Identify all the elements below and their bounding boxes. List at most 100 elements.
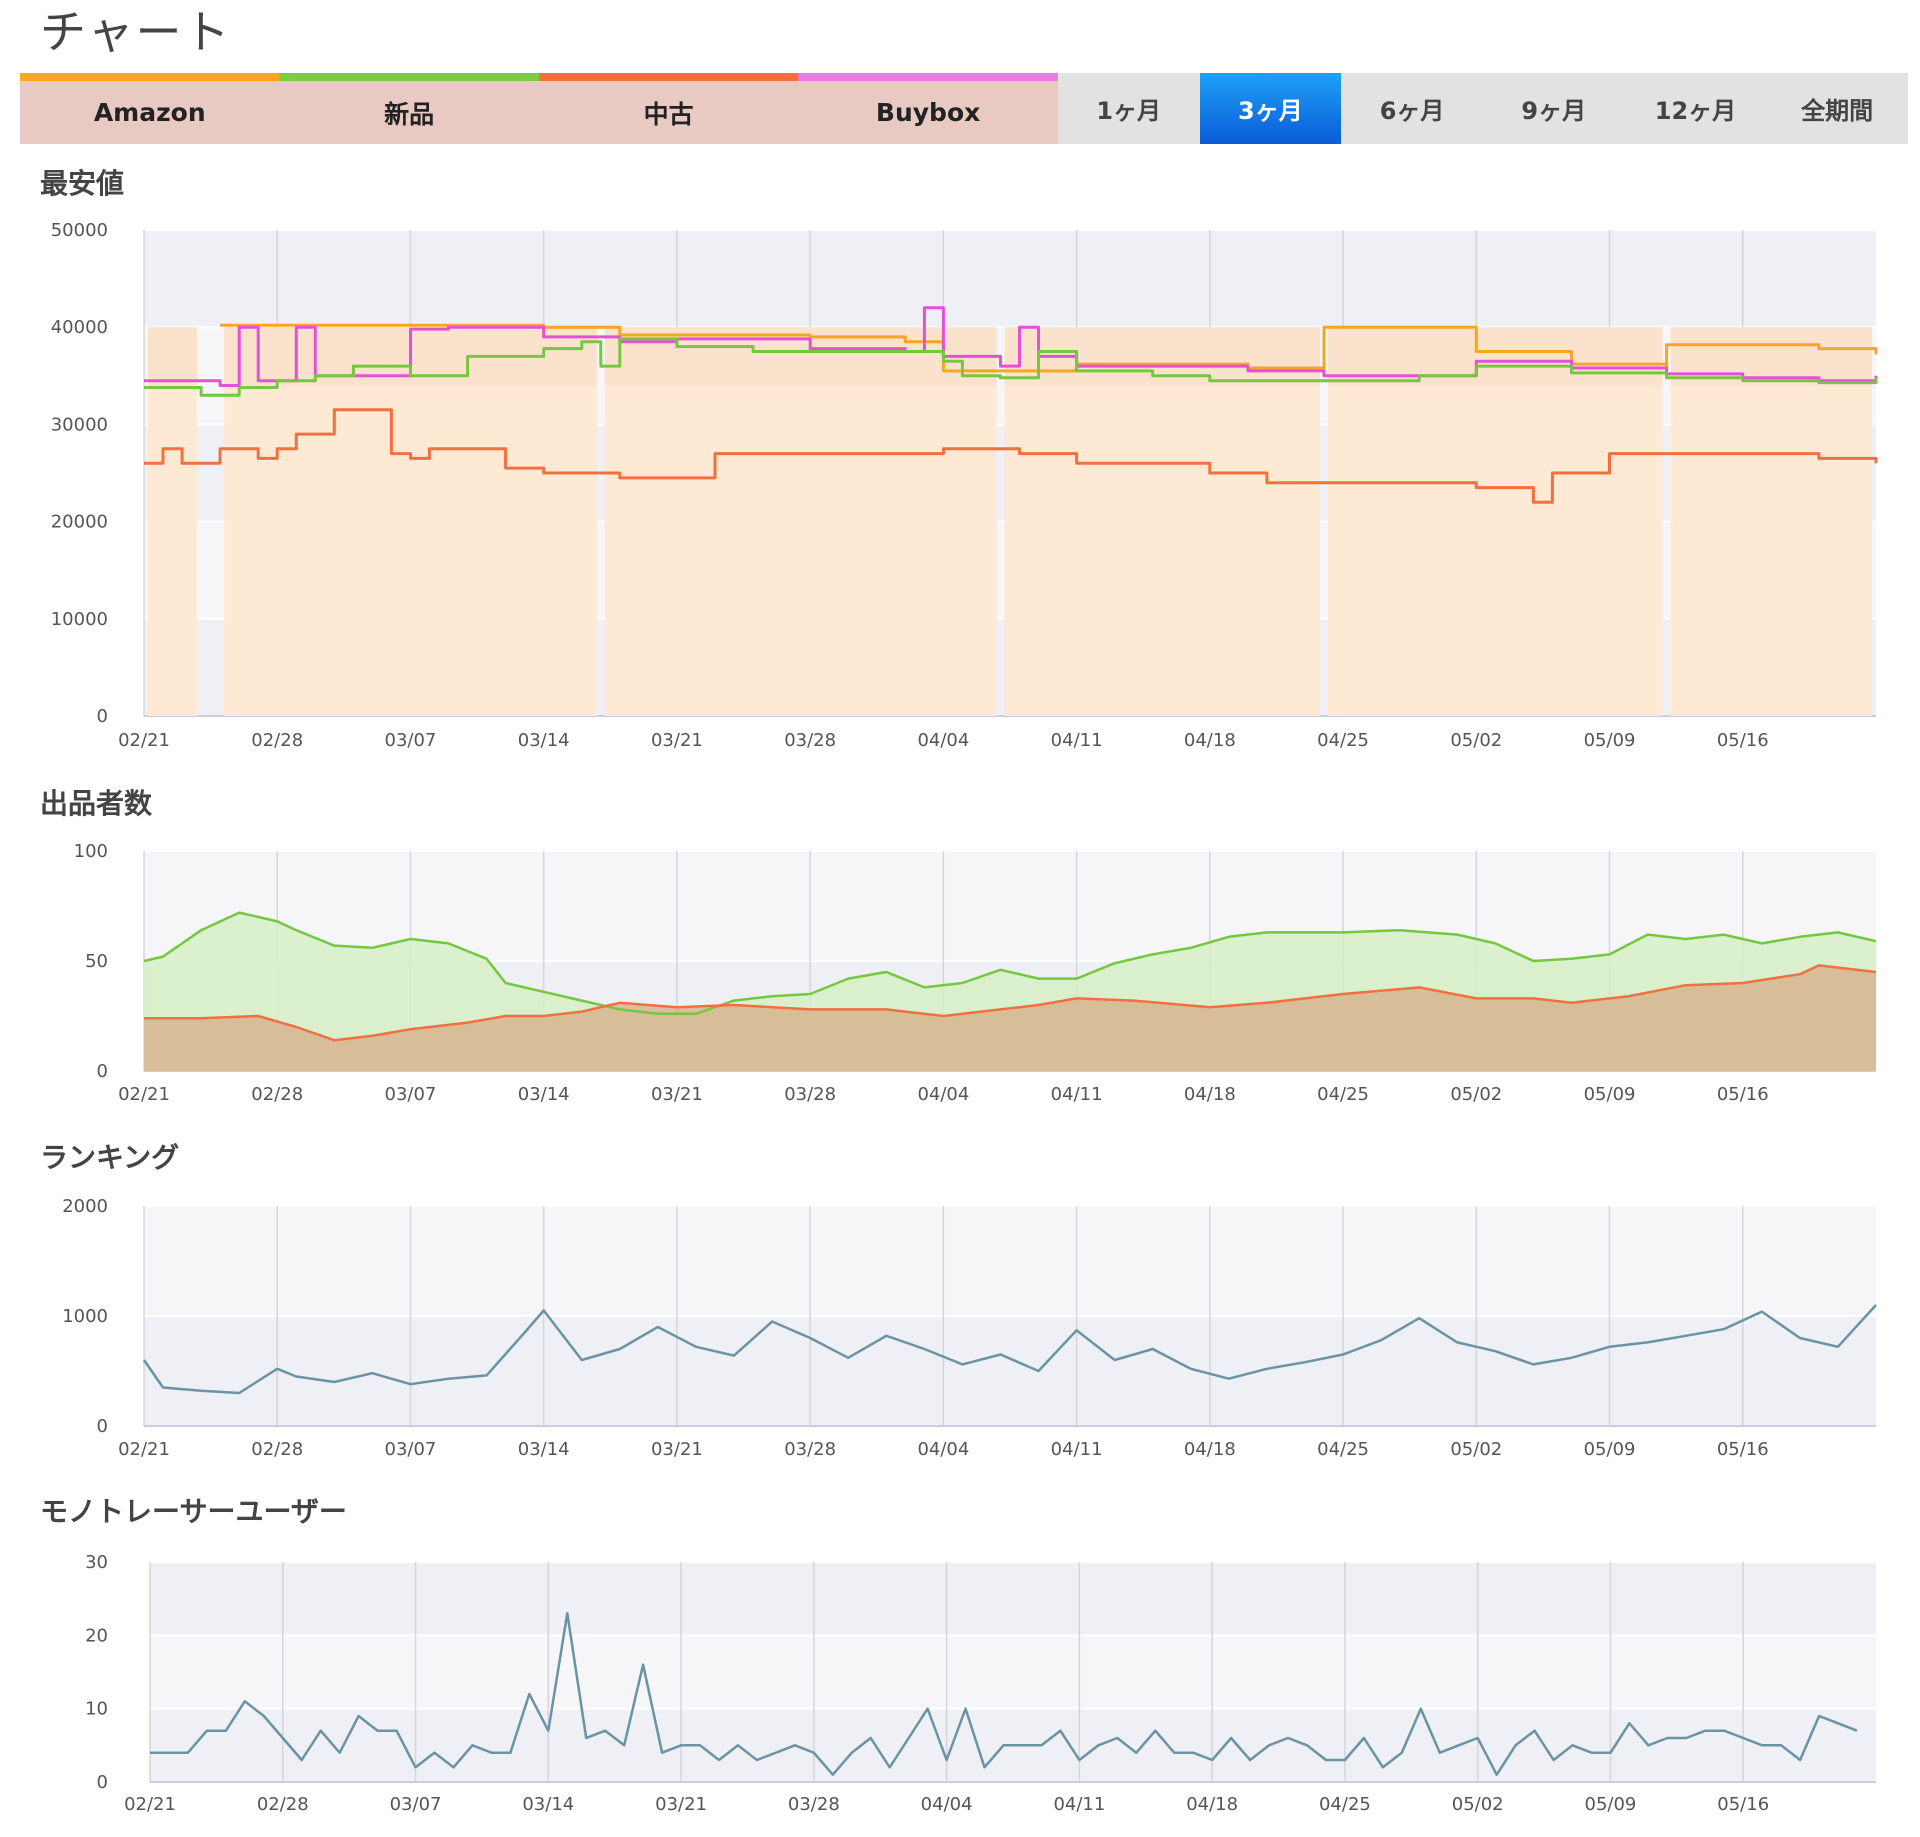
y-tick-label: 0 [97, 1772, 108, 1793]
period-tab-12m[interactable]: 12ヶ月 [1624, 73, 1767, 144]
x-tick-label: 05/09 [1584, 730, 1636, 751]
x-tick-label: 04/04 [921, 1794, 973, 1815]
section-title-price: 最安値 [40, 167, 125, 200]
y-tick-label: 10000 [51, 609, 108, 630]
amazon-area-segment [1004, 327, 1321, 716]
x-tick-label: 05/02 [1450, 730, 1502, 751]
plot-band [150, 1562, 1876, 1636]
amazon-area-segment-top [604, 327, 997, 386]
series-area-中古 [144, 965, 1876, 1071]
x-tick-label: 04/25 [1317, 1084, 1369, 1105]
x-tick-label: 05/02 [1450, 1439, 1502, 1460]
x-tick-label: 02/28 [257, 1794, 309, 1815]
y-tick-label: 100 [74, 841, 108, 862]
plot-band [150, 1635, 1876, 1709]
x-tick-label: 03/07 [385, 1084, 437, 1105]
x-tick-label: 05/16 [1717, 730, 1769, 751]
x-tick-label: 02/28 [251, 1439, 303, 1460]
amazon-area-segment-top [148, 327, 198, 386]
x-tick-label: 05/16 [1717, 1084, 1769, 1105]
chart-tabs-bar: Amazon 新品 中古 Buybox 1ヶ月 3ヶ月 6ヶ月 9ヶ月 12ヶ月… [20, 73, 1909, 144]
x-tick-label: 02/21 [118, 730, 170, 751]
amazon-area-segment [1328, 327, 1663, 716]
x-tick-label: 03/21 [651, 1439, 703, 1460]
amazon-area-segment [1670, 327, 1872, 716]
x-tick-label: 04/18 [1186, 1794, 1238, 1815]
series-tab-buybox[interactable]: Buybox [798, 73, 1058, 144]
y-tick-label: 2000 [62, 1196, 108, 1217]
x-tick-label: 02/21 [118, 1439, 170, 1460]
series-tab-used[interactable]: 中古 [538, 73, 799, 144]
x-tick-label: 04/04 [917, 730, 969, 751]
y-tick-label: 10 [85, 1699, 108, 1720]
x-tick-label: 02/28 [251, 730, 303, 751]
y-tick-label: 20 [85, 1625, 108, 1646]
section-title-sellers: 出品者数 [40, 787, 153, 820]
series-line-新品 [144, 337, 1878, 397]
ranking-chart: 0 1000 2000 02/21 02/28 03/07 03/14 03/21 03/28 0… [62, 1196, 1877, 1460]
y-tick-label: 30000 [51, 414, 108, 435]
x-tick-label: 02/28 [251, 1084, 303, 1105]
period-tab-1m[interactable]: 1ヶ月 [1057, 73, 1200, 144]
y-tick-label: 50000 [51, 220, 108, 241]
amazon-area-segment [604, 327, 997, 716]
price-chart: 0 10000 20000 30000 40000 50000 02/21 02/28 03/0… [51, 220, 1878, 751]
x-tick-label: 03/07 [390, 1794, 442, 1815]
period-tab-all[interactable]: 全期間 [1766, 73, 1909, 144]
x-tick-label: 04/18 [1184, 1084, 1236, 1105]
x-tick-label: 03/14 [522, 1794, 574, 1815]
amazon-area-segment [224, 327, 597, 716]
x-tick-label: 04/11 [1053, 1794, 1105, 1815]
y-tick-label: 0 [97, 706, 108, 727]
y-tick-label: 30 [85, 1552, 108, 1573]
x-tick-label: 02/21 [118, 1084, 170, 1105]
series-line-中古 [144, 964, 1877, 1042]
x-tick-label: 04/04 [917, 1084, 969, 1105]
x-tick-label: 03/07 [385, 1439, 437, 1460]
x-tick-label: 03/28 [784, 730, 836, 751]
series-line-モノトレーサーユーザー [150, 1612, 1858, 1776]
series-line-新品 [143, 911, 1877, 1016]
series-line-Amazon [220, 323, 1878, 373]
y-tick-label: 20000 [51, 512, 108, 533]
x-tick-label: 03/28 [784, 1084, 836, 1105]
series-line-ランキング [142, 1304, 1877, 1395]
x-tick-label: 03/21 [655, 1794, 707, 1815]
x-tick-label: 04/11 [1051, 730, 1103, 751]
sellers-chart: 0 50 100 02/21 02/28 03/07 03/14 03/21 03/28 04/0… [74, 841, 1877, 1105]
y-tick-label: 0 [97, 1061, 108, 1082]
x-tick-label: 02/21 [124, 1794, 176, 1815]
x-tick-label: 04/25 [1317, 1439, 1369, 1460]
x-tick-label: 03/14 [518, 1439, 570, 1460]
period-tab-9m[interactable]: 9ヶ月 [1482, 73, 1625, 144]
x-tick-label: 03/28 [788, 1794, 840, 1815]
plot-band [144, 230, 1876, 328]
series-line-Buybox [144, 306, 1878, 387]
y-tick-label: 0 [97, 1416, 108, 1437]
x-tick-label: 05/02 [1452, 1794, 1504, 1815]
section-title-ranking: ランキング [40, 1141, 180, 1174]
series-tab-amazon[interactable]: Amazon [20, 73, 280, 144]
x-tick-label: 04/25 [1317, 730, 1369, 751]
x-tick-label: 03/14 [518, 1084, 570, 1105]
x-tick-label: 05/16 [1717, 1794, 1769, 1815]
period-tab-3m[interactable]: 3ヶ月 [1199, 73, 1342, 144]
x-tick-label: 03/21 [651, 730, 703, 751]
y-tick-label: 50 [85, 951, 108, 972]
x-tick-label: 03/14 [518, 730, 570, 751]
section-title-users: モノトレーサーユーザー [40, 1495, 347, 1528]
page-title: チャート [40, 5, 232, 59]
period-tab-6m[interactable]: 6ヶ月 [1341, 73, 1483, 144]
x-tick-label: 05/09 [1584, 1084, 1636, 1105]
x-tick-label: 04/18 [1184, 1439, 1236, 1460]
x-tick-label: 04/04 [917, 1439, 969, 1460]
x-tick-label: 05/16 [1717, 1439, 1769, 1460]
x-tick-label: 03/28 [784, 1439, 836, 1460]
x-tick-label: 05/02 [1450, 1084, 1502, 1105]
x-tick-label: 04/18 [1184, 730, 1236, 751]
series-tab-new[interactable]: 新品 [279, 73, 539, 144]
x-tick-label: 04/25 [1319, 1794, 1371, 1815]
x-tick-label: 04/11 [1051, 1439, 1103, 1460]
series-line-中古 [144, 408, 1878, 504]
